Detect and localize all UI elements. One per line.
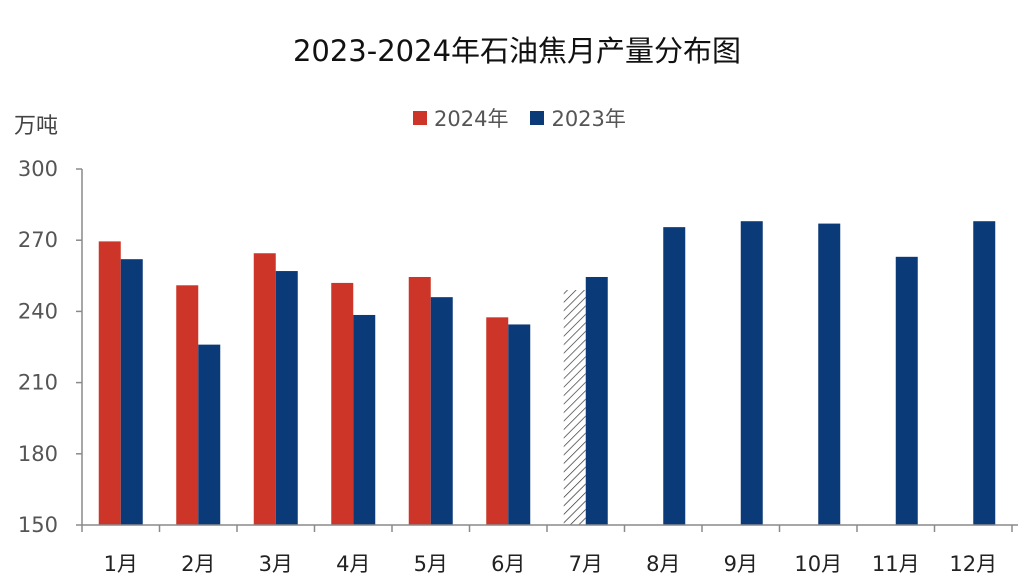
legend: 2024年 2023年 — [413, 103, 648, 133]
legend-swatch-2024 — [413, 111, 427, 125]
bar-2023 — [740, 221, 763, 526]
x-tick-label: 8月 — [646, 552, 680, 576]
bar-2024 — [176, 285, 199, 525]
bar-2023 — [353, 314, 376, 525]
x-tick-label: 3月 — [259, 552, 293, 576]
y-tick-label: 150 — [18, 513, 58, 537]
bar-2023 — [120, 259, 143, 525]
x-tick-label: 11月 — [872, 552, 920, 576]
bar-2023 — [818, 223, 841, 525]
bar-2023 — [198, 344, 221, 525]
y-tick-label: 300 — [18, 157, 58, 181]
axes-layer: 150 180 210 240 270 300 1月 2月 3月 4月 5月 6月 7月 8月 9月 10月 1… — [18, 157, 1018, 576]
x-tick-label: 12月 — [949, 552, 997, 576]
bar-2023 — [585, 276, 608, 525]
legend-item-2023: 2023年 — [530, 103, 626, 133]
legend-swatch-2023 — [530, 111, 545, 125]
y-tick-label: 240 — [18, 299, 58, 323]
bar-2023 — [895, 256, 918, 525]
x-tick-label: 6月 — [491, 552, 525, 576]
bar-2024 — [253, 253, 276, 525]
bar-2024 — [98, 241, 121, 526]
bar-2024-estimate — [563, 290, 586, 525]
x-tick-label: 4月 — [336, 552, 370, 576]
bar-2024 — [331, 282, 354, 525]
chart-title: 2023-2024年石油焦月产量分布图 — [292, 34, 742, 68]
x-tick-label: 2月 — [181, 552, 215, 576]
bar-2024 — [486, 317, 509, 525]
bar-2024 — [408, 276, 431, 525]
x-tick-label: 9月 — [724, 552, 758, 576]
bar-2023 — [275, 271, 298, 525]
bar-2023 — [430, 297, 453, 525]
x-tick-label: 1月 — [104, 552, 138, 576]
legend-label-2023: 2023年 — [551, 107, 626, 131]
legend-label-2024: 2024年 — [434, 107, 509, 131]
x-tick-label: 7月 — [569, 552, 603, 576]
x-tick-label: 10月 — [794, 552, 842, 576]
y-axis-unit-label: 万吨 — [14, 114, 59, 139]
y-tick-label: 210 — [18, 371, 58, 395]
y-tick-label: 270 — [18, 228, 58, 252]
bar-2023 — [508, 324, 531, 525]
legend-item-2024: 2024年 — [413, 103, 508, 133]
bar-2023 — [663, 227, 686, 525]
bars-layer — [98, 221, 996, 526]
y-tick-label: 180 — [18, 442, 58, 466]
x-tick-label: 5月 — [414, 552, 448, 576]
bar-2023 — [973, 221, 996, 526]
